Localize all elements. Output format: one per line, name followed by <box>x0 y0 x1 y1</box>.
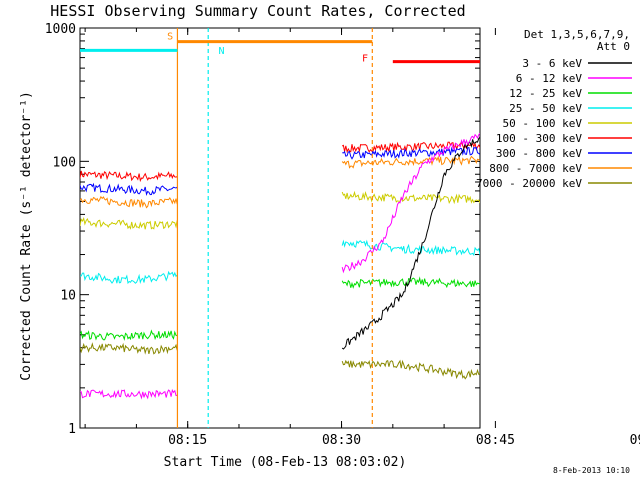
series-line-6 <box>80 342 178 355</box>
series-line-0 <box>341 141 480 154</box>
series-line-0 <box>80 170 178 183</box>
y-tick-label: 1000 <box>45 22 76 37</box>
series-line-3 <box>341 190 480 205</box>
legend-label: 300 - 800 keV <box>496 147 582 160</box>
series-line-4 <box>341 239 480 257</box>
legend-label: 6 - 12 keV <box>516 72 583 85</box>
y-tick-label: 1 <box>68 422 76 437</box>
series-line-7 <box>341 136 480 350</box>
x-axis-label: Start Time (08-Feb-13 08:03:02) <box>164 455 407 470</box>
series-line-3 <box>80 216 178 230</box>
annotation-label: N <box>218 46 224 57</box>
y-axis-label: Corrected Count Rate (s⁻¹ detector⁻¹) <box>19 91 34 381</box>
series-line-8 <box>80 388 178 400</box>
legend: Det 1,3,5,6,7,9,Att 0 3 - 6 keV 6 - 12 keV… <box>476 28 632 190</box>
legend-label: 12 - 25 keV <box>509 87 582 100</box>
plot-frame <box>79 27 481 429</box>
annotation-label: F <box>362 54 368 65</box>
series-line-4 <box>80 270 178 285</box>
plot-area: 08:1508:3008:4509:0009:1509:301101001000… <box>45 22 640 448</box>
series-line-8 <box>341 132 480 274</box>
series-line-2 <box>341 155 480 169</box>
series-line-2 <box>80 195 178 209</box>
series-line-1 <box>342 146 480 160</box>
x-tick-label: 09:00 <box>630 433 640 448</box>
x-tick-label: 08:45 <box>476 433 515 448</box>
series-line-1 <box>80 182 178 197</box>
y-tick-label: 100 <box>53 155 76 170</box>
footer-date: 8-Feb-2013 10:10 <box>553 466 630 475</box>
annotation-label: S <box>167 31 173 42</box>
data-layer <box>80 28 480 428</box>
series-line-5 <box>80 329 178 341</box>
legend-label: 25 - 50 keV <box>509 102 582 115</box>
legend-label: 3 - 6 keV <box>522 57 582 70</box>
series-line-6 <box>341 359 480 380</box>
series-line-5 <box>341 276 480 289</box>
legend-label: 100 - 300 keV <box>496 132 582 145</box>
chart-title: HESSI Observing Summary Count Rates, Cor… <box>50 2 465 20</box>
x-tick-label: 08:30 <box>322 433 361 448</box>
legend-header: Att 0 <box>597 40 630 53</box>
legend-label: 7000 - 20000 keV <box>476 177 582 190</box>
y-tick-label: 10 <box>60 289 76 304</box>
x-tick-label: 08:15 <box>168 433 207 448</box>
legend-header: Det 1,3,5,6,7,9, <box>524 28 630 41</box>
legend-label: 800 - 7000 keV <box>489 162 582 175</box>
legend-label: 50 - 100 keV <box>503 117 583 130</box>
